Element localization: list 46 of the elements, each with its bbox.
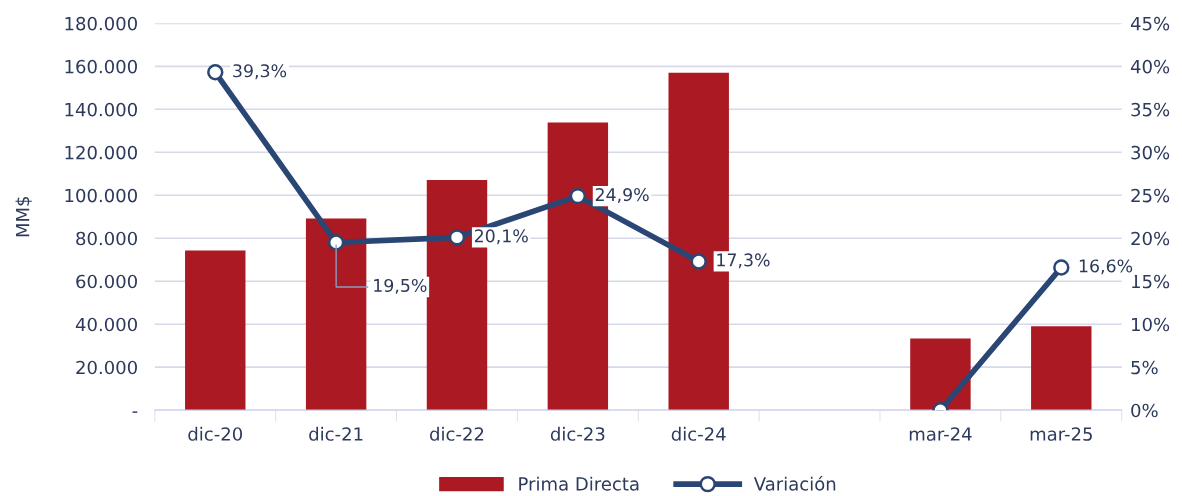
y-axis-title: MM$ <box>15 196 32 237</box>
y2-tick-label: 20% <box>1131 231 1170 246</box>
point <box>569 187 587 205</box>
x-tick-label: dic-22 <box>430 426 484 441</box>
point <box>690 253 707 270</box>
x-tick-label: dic-20 <box>188 426 243 441</box>
data-label: 24,9% <box>595 188 649 203</box>
y2-tick-label: 45% <box>1130 16 1170 31</box>
y-tick-label: 120.000 <box>65 145 137 160</box>
y-tick-label: 100.000 <box>65 188 137 203</box>
point <box>207 64 224 81</box>
point <box>327 234 345 251</box>
y-tick-label: 60.000 <box>76 274 137 289</box>
y-tick-label: 140.000 <box>65 102 137 117</box>
x-tick-label: mar-24 <box>909 427 972 441</box>
y2-tick-label: 35% <box>1131 102 1170 117</box>
y-tick-label: 80.000 <box>76 231 137 246</box>
legend-label: Prima Directa <box>519 476 639 491</box>
y2-tick-label: 25% <box>1131 188 1170 203</box>
y-tick-label: 20.000 <box>76 360 137 375</box>
y-tick-label: - <box>132 411 138 413</box>
y2-tick-label: 40% <box>1130 59 1170 74</box>
y-tick-label: 180.000 <box>65 16 137 31</box>
data-label: 39,3% <box>233 64 287 80</box>
x-tick-label: mar-25 <box>1030 427 1092 441</box>
data-label: 19,5% <box>374 278 427 294</box>
x-tick-label: dic-24 <box>671 426 726 441</box>
bar <box>910 338 971 411</box>
y2-tick-label: 15% <box>1132 274 1170 289</box>
point <box>448 229 466 246</box>
legend-label: Variación <box>753 476 836 491</box>
x-tick-label: dic-23 <box>550 426 605 441</box>
bar <box>305 218 367 411</box>
y2-tick-label: 0% <box>1131 403 1158 418</box>
point <box>1053 259 1070 276</box>
data-label: 17,3% <box>717 253 770 269</box>
y-tick-label: 160.000 <box>65 59 137 74</box>
bar <box>185 250 246 411</box>
data-label: 16,6% <box>1079 259 1133 275</box>
x-tick-label: dic-21 <box>309 426 363 441</box>
bar <box>1031 326 1092 411</box>
data-label: 20,1% <box>474 229 528 245</box>
y2-tick-label: 5% <box>1131 360 1158 375</box>
y2-tick-label: 30% <box>1131 145 1170 160</box>
y2-tick-label: 10% <box>1132 317 1170 332</box>
y-tick-label: 40.000 <box>75 317 137 332</box>
